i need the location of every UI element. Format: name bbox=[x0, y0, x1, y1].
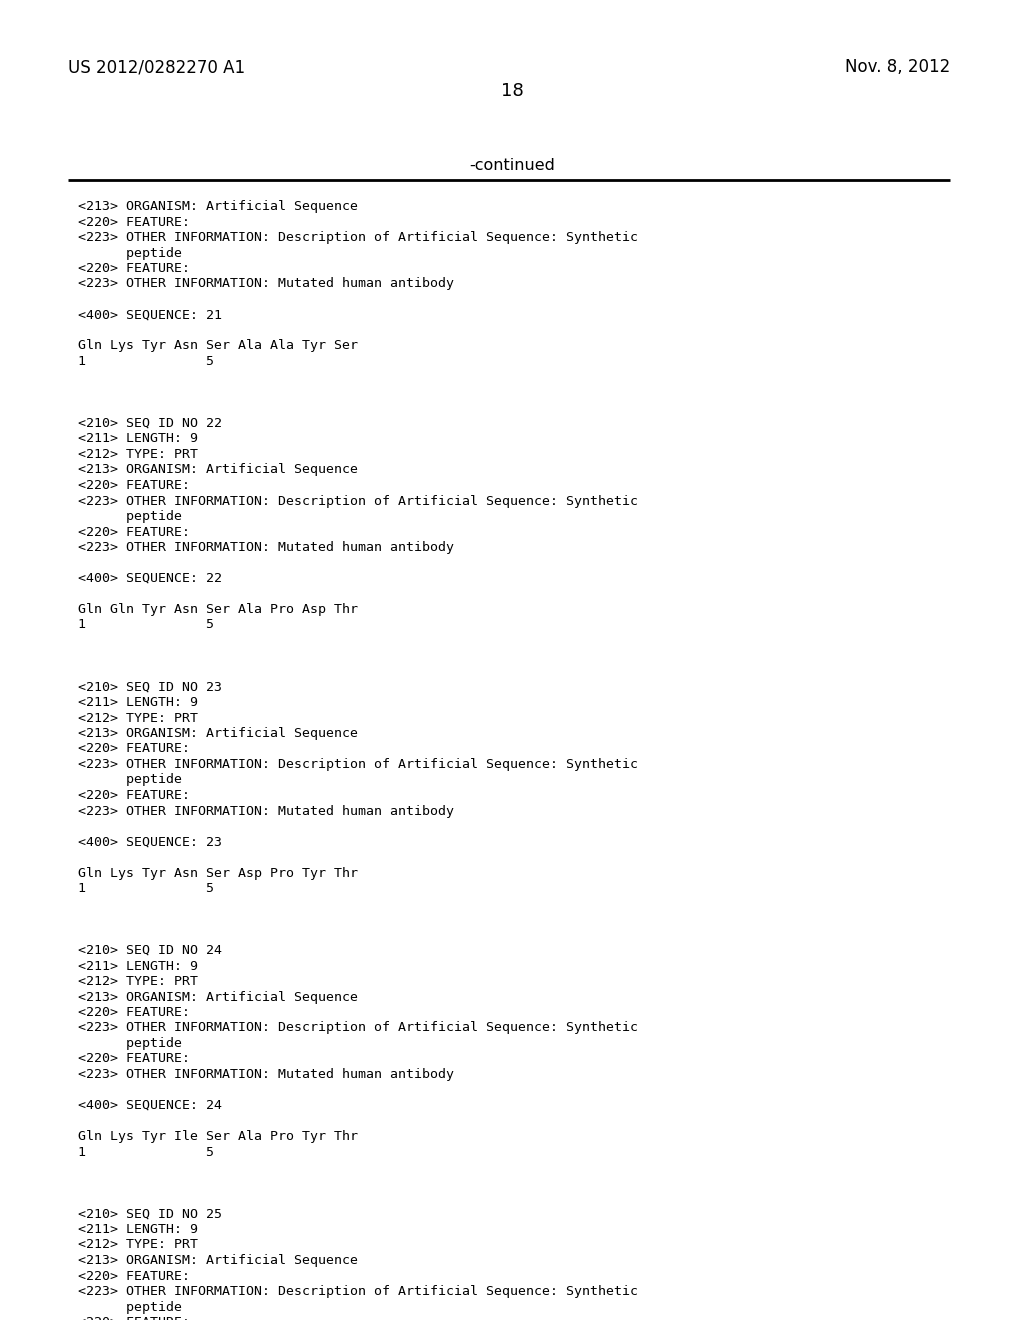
Text: <220> FEATURE:: <220> FEATURE: bbox=[78, 789, 190, 803]
Text: <223> OTHER INFORMATION: Description of Artificial Sequence: Synthetic: <223> OTHER INFORMATION: Description of … bbox=[78, 1022, 638, 1035]
Text: peptide: peptide bbox=[78, 510, 182, 523]
Text: <220> FEATURE:: <220> FEATURE: bbox=[78, 525, 190, 539]
Text: <213> ORGANISM: Artificial Sequence: <213> ORGANISM: Artificial Sequence bbox=[78, 727, 358, 741]
Text: <220> FEATURE:: <220> FEATURE: bbox=[78, 1270, 190, 1283]
Text: 1               5: 1 5 bbox=[78, 619, 214, 631]
Text: <210> SEQ ID NO 22: <210> SEQ ID NO 22 bbox=[78, 417, 222, 430]
Text: <223> OTHER INFORMATION: Description of Artificial Sequence: Synthetic: <223> OTHER INFORMATION: Description of … bbox=[78, 495, 638, 507]
Text: peptide: peptide bbox=[78, 1300, 182, 1313]
Text: <213> ORGANISM: Artificial Sequence: <213> ORGANISM: Artificial Sequence bbox=[78, 1254, 358, 1267]
Text: <213> ORGANISM: Artificial Sequence: <213> ORGANISM: Artificial Sequence bbox=[78, 463, 358, 477]
Text: <223> OTHER INFORMATION: Mutated human antibody: <223> OTHER INFORMATION: Mutated human a… bbox=[78, 541, 454, 554]
Text: <400> SEQUENCE: 24: <400> SEQUENCE: 24 bbox=[78, 1100, 222, 1111]
Text: <400> SEQUENCE: 21: <400> SEQUENCE: 21 bbox=[78, 309, 222, 322]
Text: <220> FEATURE:: <220> FEATURE: bbox=[78, 1316, 190, 1320]
Text: <223> OTHER INFORMATION: Mutated human antibody: <223> OTHER INFORMATION: Mutated human a… bbox=[78, 1068, 454, 1081]
Text: <220> FEATURE:: <220> FEATURE: bbox=[78, 261, 190, 275]
Text: <213> ORGANISM: Artificial Sequence: <213> ORGANISM: Artificial Sequence bbox=[78, 990, 358, 1003]
Text: <223> OTHER INFORMATION: Description of Artificial Sequence: Synthetic: <223> OTHER INFORMATION: Description of … bbox=[78, 1284, 638, 1298]
Text: <211> LENGTH: 9: <211> LENGTH: 9 bbox=[78, 696, 198, 709]
Text: 1               5: 1 5 bbox=[78, 355, 214, 368]
Text: <211> LENGTH: 9: <211> LENGTH: 9 bbox=[78, 960, 198, 973]
Text: 1               5: 1 5 bbox=[78, 1146, 214, 1159]
Text: peptide: peptide bbox=[78, 247, 182, 260]
Text: <223> OTHER INFORMATION: Mutated human antibody: <223> OTHER INFORMATION: Mutated human a… bbox=[78, 277, 454, 290]
Text: <223> OTHER INFORMATION: Mutated human antibody: <223> OTHER INFORMATION: Mutated human a… bbox=[78, 804, 454, 817]
Text: US 2012/0282270 A1: US 2012/0282270 A1 bbox=[68, 58, 245, 77]
Text: <400> SEQUENCE: 22: <400> SEQUENCE: 22 bbox=[78, 572, 222, 585]
Text: <211> LENGTH: 9: <211> LENGTH: 9 bbox=[78, 1224, 198, 1236]
Text: <213> ORGANISM: Artificial Sequence: <213> ORGANISM: Artificial Sequence bbox=[78, 201, 358, 213]
Text: <220> FEATURE:: <220> FEATURE: bbox=[78, 215, 190, 228]
Text: <211> LENGTH: 9: <211> LENGTH: 9 bbox=[78, 433, 198, 446]
Text: <220> FEATURE:: <220> FEATURE: bbox=[78, 1006, 190, 1019]
Text: peptide: peptide bbox=[78, 774, 182, 787]
Text: <400> SEQUENCE: 23: <400> SEQUENCE: 23 bbox=[78, 836, 222, 849]
Text: <220> FEATURE:: <220> FEATURE: bbox=[78, 1052, 190, 1065]
Text: <210> SEQ ID NO 23: <210> SEQ ID NO 23 bbox=[78, 681, 222, 693]
Text: <223> OTHER INFORMATION: Description of Artificial Sequence: Synthetic: <223> OTHER INFORMATION: Description of … bbox=[78, 758, 638, 771]
Text: Nov. 8, 2012: Nov. 8, 2012 bbox=[845, 58, 950, 77]
Text: <212> TYPE: PRT: <212> TYPE: PRT bbox=[78, 711, 198, 725]
Text: Gln Lys Tyr Ile Ser Ala Pro Tyr Thr: Gln Lys Tyr Ile Ser Ala Pro Tyr Thr bbox=[78, 1130, 358, 1143]
Text: 18: 18 bbox=[501, 82, 523, 100]
Text: <212> TYPE: PRT: <212> TYPE: PRT bbox=[78, 447, 198, 461]
Text: <212> TYPE: PRT: <212> TYPE: PRT bbox=[78, 1238, 198, 1251]
Text: <220> FEATURE:: <220> FEATURE: bbox=[78, 479, 190, 492]
Text: Gln Lys Tyr Asn Ser Asp Pro Tyr Thr: Gln Lys Tyr Asn Ser Asp Pro Tyr Thr bbox=[78, 866, 358, 879]
Text: <212> TYPE: PRT: <212> TYPE: PRT bbox=[78, 975, 198, 987]
Text: 1               5: 1 5 bbox=[78, 882, 214, 895]
Text: peptide: peptide bbox=[78, 1038, 182, 1049]
Text: Gln Lys Tyr Asn Ser Ala Ala Tyr Ser: Gln Lys Tyr Asn Ser Ala Ala Tyr Ser bbox=[78, 339, 358, 352]
Text: <223> OTHER INFORMATION: Description of Artificial Sequence: Synthetic: <223> OTHER INFORMATION: Description of … bbox=[78, 231, 638, 244]
Text: <210> SEQ ID NO 25: <210> SEQ ID NO 25 bbox=[78, 1208, 222, 1221]
Text: <210> SEQ ID NO 24: <210> SEQ ID NO 24 bbox=[78, 944, 222, 957]
Text: -continued: -continued bbox=[469, 158, 555, 173]
Text: Gln Gln Tyr Asn Ser Ala Pro Asp Thr: Gln Gln Tyr Asn Ser Ala Pro Asp Thr bbox=[78, 603, 358, 616]
Text: <220> FEATURE:: <220> FEATURE: bbox=[78, 742, 190, 755]
